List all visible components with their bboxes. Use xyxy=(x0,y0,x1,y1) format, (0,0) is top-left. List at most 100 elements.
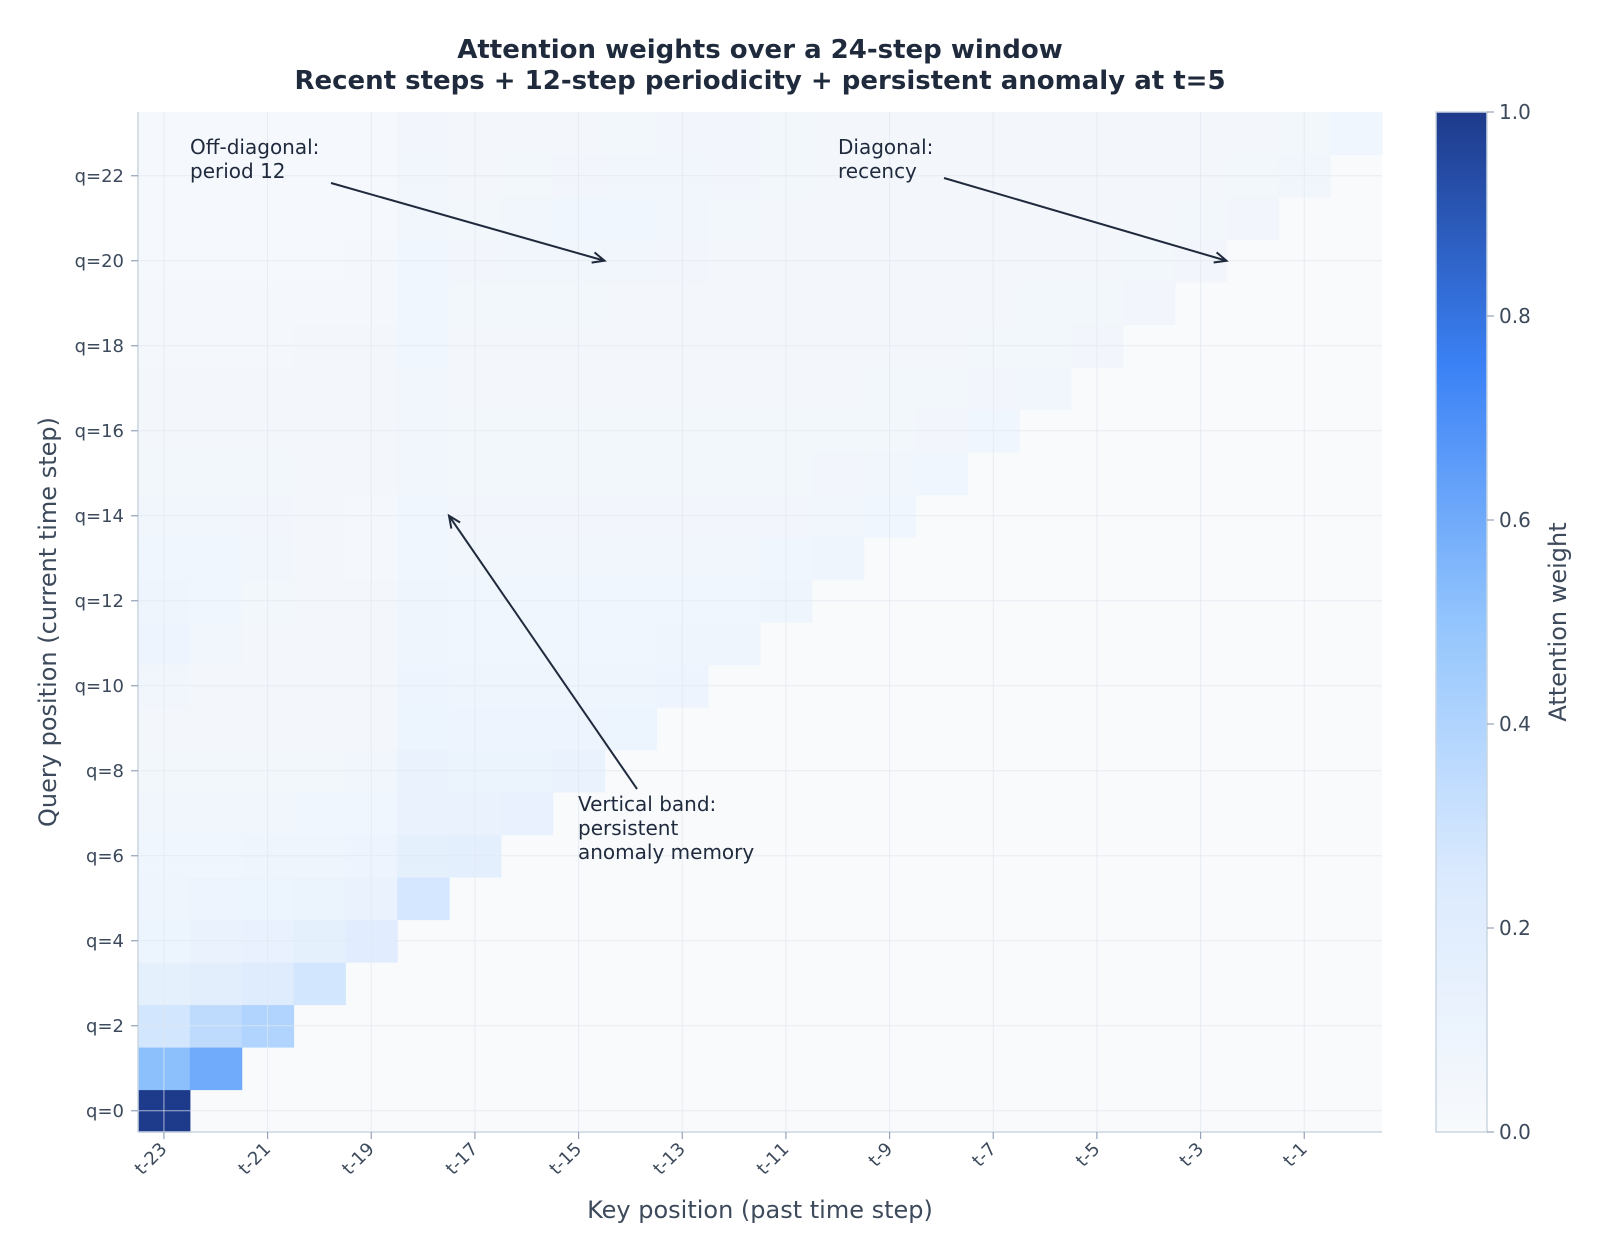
heatmap-cell xyxy=(915,197,968,241)
heatmap-cell xyxy=(293,282,346,326)
heatmap-cell xyxy=(604,112,657,156)
x-tick-label: t-15 xyxy=(545,1139,586,1180)
colorbar-tick-label: 0.4 xyxy=(1499,712,1531,736)
x-tick-label: t-11 xyxy=(753,1139,794,1180)
heatmap-cell xyxy=(604,367,657,411)
heatmap-cell xyxy=(293,962,346,1006)
x-tick-label: t-1 xyxy=(1279,1139,1312,1172)
y-tick-label: q=0 xyxy=(86,1101,124,1122)
annotations: Off-diagonal:period 12 Diagonal:recency Ve… xyxy=(190,135,1229,864)
heatmap-cell xyxy=(708,537,761,581)
x-tick-label: t-5 xyxy=(1072,1139,1105,1172)
heatmap-cell xyxy=(293,367,346,411)
heatmap-cell xyxy=(397,622,450,666)
heatmap-cell xyxy=(811,537,865,581)
heatmap-cell xyxy=(604,282,657,326)
heatmap-cell xyxy=(500,282,554,326)
y-axis-label: Query position (current time step) xyxy=(34,417,62,827)
annotation-text: Vertical band: xyxy=(578,792,716,816)
heatmap-cell xyxy=(397,452,450,496)
annotation-text: anomaly memory xyxy=(578,840,754,864)
heatmap-cell xyxy=(811,112,865,156)
heatmap-cell xyxy=(397,707,450,751)
annotation-text: persistent xyxy=(578,816,678,840)
heatmap-cell xyxy=(189,112,243,156)
heatmap-cell xyxy=(604,197,657,241)
y-tick-label: q=6 xyxy=(86,846,124,867)
annotation-arrowhead xyxy=(1213,251,1229,264)
heatmap-cell xyxy=(500,452,554,496)
y-tick-label: q=14 xyxy=(75,506,124,527)
x-tick-label: t-21 xyxy=(234,1139,275,1180)
annotation-arrowhead xyxy=(591,251,607,264)
chart-subtitle: Recent steps + 12-step periodicity + per… xyxy=(294,66,1225,96)
heatmap-cell xyxy=(397,367,450,411)
heatmap-cell xyxy=(189,537,243,581)
x-tick-label: t-13 xyxy=(649,1139,690,1180)
colorbar-tick-label: 0.8 xyxy=(1499,304,1531,328)
colorbar-tick-label: 0.6 xyxy=(1499,508,1531,532)
annotation-text: Off-diagonal: xyxy=(190,135,319,159)
heatmap-cell xyxy=(293,792,346,836)
x-tick-label: t-23 xyxy=(131,1139,172,1180)
colorbar-label: Attention weight xyxy=(1544,522,1572,721)
heatmap-cell xyxy=(1226,112,1279,156)
heatmap-cell xyxy=(500,112,554,156)
annotation-arrowhead xyxy=(447,513,461,529)
heatmap-cell xyxy=(189,197,243,241)
heatmap-cell xyxy=(500,367,554,411)
y-tick-label: q=10 xyxy=(75,676,124,697)
y-tick-label: q=2 xyxy=(86,1016,124,1037)
chart-title: Attention weights over a 24-step window xyxy=(457,35,1063,65)
x-tick-label: t-9 xyxy=(865,1139,898,1172)
heatmap-cell xyxy=(397,792,450,836)
colorbar xyxy=(1435,111,1488,1133)
heatmap-cell xyxy=(915,112,968,156)
heatmap-cell xyxy=(915,452,968,496)
heatmap-cell xyxy=(1330,112,1383,156)
heatmap-cell xyxy=(604,622,657,666)
heatmap-cell xyxy=(708,282,761,326)
x-tick-label: t-17 xyxy=(442,1139,483,1180)
heatmap-cell xyxy=(1019,367,1072,411)
heatmap-cell xyxy=(293,877,346,921)
y-tick-label: q=20 xyxy=(75,251,124,272)
annotation-arrow xyxy=(330,182,605,262)
heatmap-cell xyxy=(708,452,761,496)
y-tick-label: q=4 xyxy=(86,931,124,952)
heatmap-cell xyxy=(293,112,346,156)
heatmap-cell xyxy=(811,367,865,411)
heatmap-cell xyxy=(500,707,554,751)
heatmap-cell xyxy=(915,282,968,326)
y-tick-label: q=8 xyxy=(86,761,124,782)
heatmap-cell xyxy=(915,367,968,411)
x-axis-label: Key position (past time step) xyxy=(587,1196,933,1224)
annotation-arrow xyxy=(943,177,1227,262)
annotation-text: period 12 xyxy=(190,159,286,183)
heatmap-cell xyxy=(604,452,657,496)
y-tick-label: q=18 xyxy=(75,336,124,357)
heatmap-cell xyxy=(189,1047,243,1091)
heatmap-cell xyxy=(708,112,761,156)
heatmap-cell xyxy=(811,452,865,496)
heatmap-cell xyxy=(189,282,243,326)
annotation-text: recency xyxy=(838,159,917,183)
y-tick-labels: q=0 q=2 q=4 q=6 q=8 q=10 q=12 q=14 q=16 q=18 q=20 q… xyxy=(75,166,138,1122)
heatmap-cell xyxy=(293,622,346,666)
heatmap-cell xyxy=(1019,282,1072,326)
annotation-text: Diagonal: xyxy=(838,135,933,159)
heatmap-cell xyxy=(708,367,761,411)
heatmap-cell xyxy=(189,962,243,1006)
colorbar-tick-label: 0.2 xyxy=(1499,916,1531,940)
heatmap-cell xyxy=(1019,197,1072,241)
heatmap-cell xyxy=(189,707,243,751)
heatmap-cell xyxy=(189,452,243,496)
heatmap-cell xyxy=(397,282,450,326)
heatmap-cell xyxy=(1226,197,1279,241)
x-tick-label: t-3 xyxy=(1176,1139,1209,1172)
heatmap-cell xyxy=(189,877,243,921)
annotation-arrow xyxy=(448,515,638,790)
heatmap-cell xyxy=(500,537,554,581)
heatmap-cell xyxy=(1122,112,1176,156)
